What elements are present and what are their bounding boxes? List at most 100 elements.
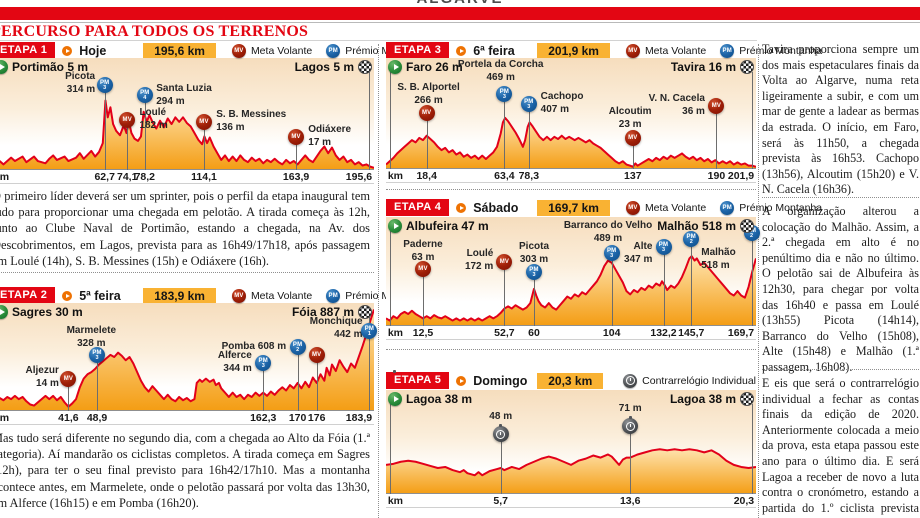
marker-label: Loulé 172 m <box>465 248 493 273</box>
finish-label: Lagos 5 m <box>295 60 372 74</box>
axis-tick: 60 <box>528 327 540 339</box>
play-icon <box>456 45 467 56</box>
stage-day-label: Domingo <box>473 373 528 388</box>
chart-baseline <box>0 169 374 170</box>
start-name: Sagres 30 m <box>12 305 83 319</box>
marker-stem <box>751 233 753 326</box>
stage-distance-badge: 169,7 km <box>537 199 610 216</box>
finish-checkered-flag-icon <box>740 60 754 74</box>
marker-name: Malhão <box>701 247 736 258</box>
title-rule <box>0 40 757 41</box>
stage-day-label: Sábado <box>473 200 519 215</box>
marker-stem <box>369 72 371 170</box>
pm-icon-text: PM <box>328 292 338 299</box>
pm-icon-text: PM <box>258 357 268 364</box>
legend-item-tt: Contrarrelógio Individual <box>623 373 756 388</box>
pm-category: 3 <box>661 246 666 253</box>
finish-checkered-flag-icon <box>740 392 754 406</box>
start-flag-icon <box>388 219 402 233</box>
start-label: Lagoa 38 m <box>388 392 472 406</box>
mv-icon-text: MV <box>199 119 209 125</box>
marker-label: 48 m <box>489 411 512 424</box>
pm-icon-text: PM <box>529 266 539 273</box>
marker-stem <box>663 247 665 326</box>
marker-stem <box>504 262 506 326</box>
axis-tick: 104 <box>602 327 621 339</box>
profile-area-svg <box>0 58 374 170</box>
marker-label: Odiáxere 17 m <box>308 124 351 149</box>
stage-badge: ETAPA 3 <box>386 42 450 59</box>
intermediate-sprint-icon: MV <box>60 371 77 387</box>
marker-altitude: 63 m <box>411 251 435 263</box>
finish-checkered-flag-icon <box>358 305 372 319</box>
pm-icon-text: PM <box>658 241 669 248</box>
stage-header-4: ETAPA 4 Sábado 169,7 km MV Meta Volante PM Pré… <box>386 199 822 216</box>
legend-item-mv: MV Meta Volante <box>625 43 707 58</box>
marker-label: Santa Luzia 294 m <box>156 83 212 108</box>
marker-label: Cachopo 407 m <box>541 91 584 116</box>
axis-tick: 169,7 <box>727 327 755 339</box>
stage-legend: MV Meta Volante PM Prémio Montanha <box>617 43 822 58</box>
article-stage-4: A organização alterou a colocação do Mal… <box>762 204 919 374</box>
mountain-prize-icon: PM 4 <box>136 87 153 103</box>
marker-label: Alcoutim 23 m <box>609 106 652 131</box>
marker-stem <box>528 104 530 169</box>
page-title: PERCURSO PARA TODOS OS TERRENOS <box>0 23 309 40</box>
marker-stem <box>500 434 502 494</box>
intermediate-sprint-icon: MV <box>119 112 136 128</box>
intermediate-sprint-icon: MV <box>496 254 513 270</box>
legend-item-mv: MV Meta Volante <box>231 288 312 303</box>
marker-stem <box>691 239 693 326</box>
marker-name: 48 m <box>489 411 513 422</box>
marker-name: Alte <box>633 241 653 252</box>
marker-stem <box>751 404 753 494</box>
profile-line <box>0 101 374 168</box>
dotted-separator <box>386 189 756 190</box>
top-rule <box>0 22 920 23</box>
stage-header-2: ETAPA 2 5ª feira 183,9 km MV Meta Volante PM P… <box>0 287 428 304</box>
marker-stem <box>390 231 392 326</box>
marker-label: Loulé 182 m <box>139 107 167 132</box>
stage-distance-badge: 195,6 km <box>143 42 216 59</box>
marker-stem <box>423 269 424 326</box>
marker-stem <box>97 355 99 411</box>
legend-label: Meta Volante <box>644 44 707 57</box>
marker-label: Marmelete 328 m <box>67 325 116 350</box>
dotted-separator <box>762 369 919 370</box>
finish-name: Fóia 887 m <box>291 305 354 319</box>
profile-line <box>386 449 756 475</box>
marker-name: Santa Luzia <box>156 83 212 94</box>
marker-label: Paderne 63 m <box>403 239 442 264</box>
marker-name: S. B. Alportel <box>397 82 460 93</box>
axis-tick: km <box>0 412 10 424</box>
pm-icon-text: PM <box>99 79 110 86</box>
marker-stem <box>611 253 613 326</box>
mountain-prize-icon: PM 3 <box>655 239 672 255</box>
pm-icon-text: PM <box>606 247 617 254</box>
axis-tick: 41,6 <box>58 412 79 424</box>
marker-stem <box>127 120 129 170</box>
pm-category: 3 <box>532 271 536 278</box>
finish-checkered-flag-icon <box>358 60 372 74</box>
marker-name: Alcoutim <box>608 106 652 117</box>
chart-baseline <box>0 410 374 411</box>
article-stage-3: Tavira proporciona sempre um dos mais es… <box>762 42 919 197</box>
stage-day-label: 6ª feira <box>473 43 515 58</box>
axis-tick: 18,4 <box>416 170 437 182</box>
masthead-clipped: ALGARVE <box>0 0 920 6</box>
play-triangle-icon <box>0 64 5 70</box>
dotted-separator <box>0 272 374 273</box>
play-triangle-icon <box>0 309 5 315</box>
axis-tick: 5,7 <box>493 495 508 507</box>
pm-icon-text: PM <box>328 47 338 54</box>
play-icon <box>62 45 73 56</box>
legend-pm-icon: PM <box>326 43 341 58</box>
pm-icon-text: PM <box>292 341 303 348</box>
marker-altitude: 182 m <box>139 119 168 131</box>
stopwatch-face-icon <box>496 429 506 439</box>
start-label: Albufeira 47 m <box>388 219 489 233</box>
mountain-prize-icon: PM 3 <box>520 96 537 112</box>
column-divider <box>758 44 759 518</box>
article-stage-1: O primeiro líder deverá ser um sprinter,… <box>0 189 370 268</box>
